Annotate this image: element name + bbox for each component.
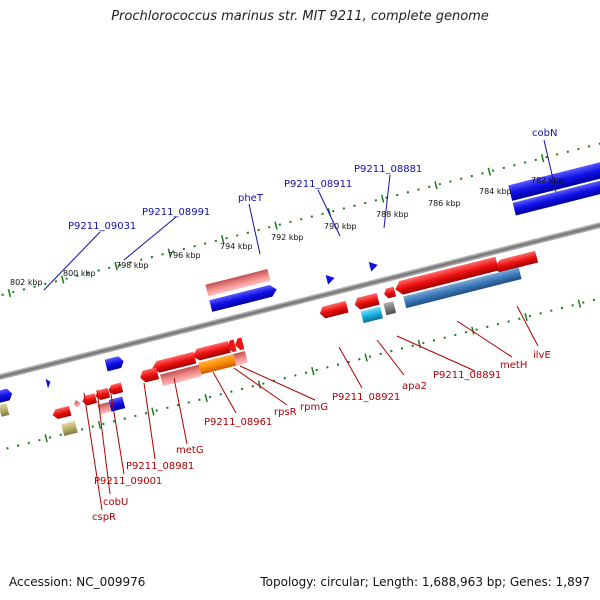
scale-label-794: 794 kbp xyxy=(220,242,253,251)
label-P9211_09031: P9211_09031 xyxy=(68,221,136,232)
scale-label-782: 782 kbp xyxy=(531,176,564,185)
scale-label-798: 798 kbp xyxy=(116,261,149,270)
gene-cobU xyxy=(95,387,111,401)
label-P9211_08991: P9211_08991 xyxy=(142,207,210,218)
gene-P9211_09031 xyxy=(45,378,51,389)
genome-backbone xyxy=(0,195,600,407)
label-P9211_08881: P9211_08881 xyxy=(354,164,422,175)
map-title: Prochlorococcus marinus str. MIT 9211, c… xyxy=(111,9,489,24)
gene-pheT xyxy=(209,285,277,312)
label-P9211_08921: P9211_08921 xyxy=(332,392,400,403)
olive-feature xyxy=(61,420,78,437)
rrna-metG-region xyxy=(160,364,202,387)
rrna-pheT-region xyxy=(205,269,271,297)
gene-cobN-forward xyxy=(508,153,600,201)
gene-P9211_08881 xyxy=(368,261,378,272)
bottom-gene-labels: ilvE metH P9211_08891 apa2 P9211_08921 r… xyxy=(92,350,551,523)
scale-label-800: 800 kbp xyxy=(63,269,96,278)
label-metG: metG xyxy=(176,445,204,456)
gene-rpsR xyxy=(192,340,231,361)
gene-P9211_08911 xyxy=(325,274,335,285)
label-P9211_08961: P9211_08961 xyxy=(204,417,272,428)
gene-blue-small xyxy=(108,396,126,412)
gene-grey-feature xyxy=(383,301,397,316)
label-rpsR: rpsR xyxy=(274,407,297,418)
gene-apa2 xyxy=(384,286,397,299)
gene-P9211_08921 xyxy=(354,292,380,310)
scale-ruler-bottom xyxy=(0,265,600,474)
trna-P9211_08961 xyxy=(198,354,237,375)
label-P9211_08911: P9211_08911 xyxy=(284,179,352,190)
gene-P9211_08981 xyxy=(140,367,160,383)
rrna-cobU-region xyxy=(97,401,114,415)
gene-ilvE-reverse xyxy=(493,250,539,273)
label-rpmG: rpmG xyxy=(300,402,328,413)
scale-label-786: 786 kbp xyxy=(428,199,461,208)
topology-label: Topology: circular; Length: 1,688,963 bp… xyxy=(260,575,590,589)
label-apa2: apa2 xyxy=(402,381,427,392)
scale-label-790: 790 kbp xyxy=(324,222,357,231)
gene-forward-block xyxy=(512,170,600,216)
gene-metG xyxy=(152,351,197,373)
rrna-small xyxy=(233,351,248,366)
label-metH: metH xyxy=(500,360,527,371)
gene-rpmG xyxy=(227,339,237,353)
scale-label-802: 802 kbp xyxy=(10,278,43,287)
major-ticks-top xyxy=(7,154,545,298)
pink-feature xyxy=(73,400,81,408)
gene-forward-edge xyxy=(0,388,13,404)
gene-P9211_08991 xyxy=(104,356,124,372)
label-cobU: cobU xyxy=(103,497,128,508)
label-P9211_08891: P9211_08891 xyxy=(433,370,501,381)
gene-rpmG-region xyxy=(319,300,349,319)
top-gene-labels: cobN P9211_08881 P9211_08911 pheT P9211_… xyxy=(68,128,557,232)
accession-label: Accession: NC_009976 xyxy=(9,575,146,589)
olive-feature-edge xyxy=(0,403,10,417)
gene-cyan-feature xyxy=(360,306,383,324)
label-cobN: cobN xyxy=(532,128,557,139)
label-ilvE: ilvE xyxy=(533,350,551,361)
bottom-gene-leaders xyxy=(83,305,539,511)
gene-P9211_08891 xyxy=(403,272,503,309)
gene-P9211_09001 xyxy=(108,382,124,395)
gene-reverse-edge xyxy=(52,405,72,420)
scale-label-796: 796 kbp xyxy=(168,251,201,260)
gene-cspR xyxy=(82,393,98,406)
label-P9211_09001: P9211_09001 xyxy=(94,476,162,487)
gene-metH xyxy=(395,256,499,295)
gene-P9211_08961-small xyxy=(235,337,245,351)
scale-ruler-top xyxy=(0,120,600,329)
label-pheT: pheT xyxy=(238,193,264,204)
label-cspR: cspR xyxy=(92,512,116,523)
gene-misc-feature xyxy=(499,267,522,284)
scale-label-792: 792 kbp xyxy=(271,233,304,242)
scale-label-788: 788 kbp xyxy=(376,210,409,219)
top-gene-leaders xyxy=(43,139,557,291)
label-P9211_08981: P9211_08981 xyxy=(126,461,194,472)
scale-label-784: 784 kbp xyxy=(479,187,512,196)
major-ticks-bottom xyxy=(44,299,582,443)
scale-labels: 782 kbp 784 kbp 786 kbp 788 kbp 790 kbp … xyxy=(10,176,564,287)
